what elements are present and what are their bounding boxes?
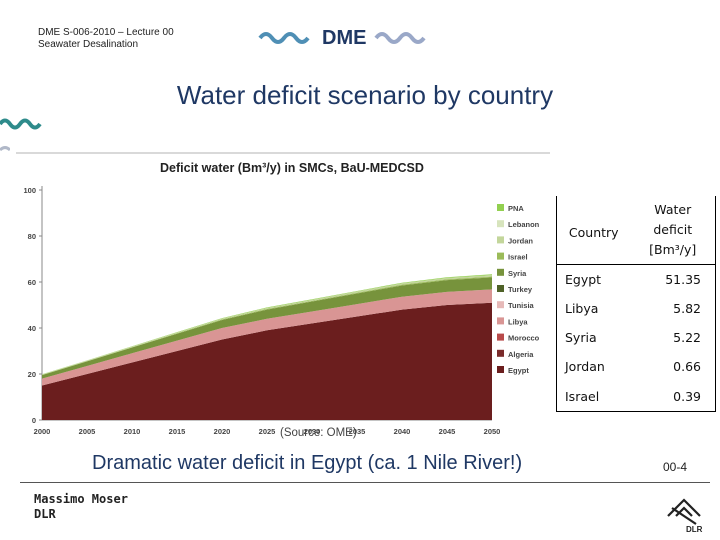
dme-logo: DME (258, 27, 426, 49)
y-tick-label: 40 (28, 324, 36, 333)
author-org: DLR (34, 507, 56, 521)
y-tick-label: 20 (28, 370, 36, 379)
y-tick-label: 100 (23, 186, 36, 195)
area-series-egypt (42, 302, 492, 420)
legend-label: PNA (508, 204, 524, 213)
header-country: Country (556, 196, 631, 265)
country-cell: Egypt (556, 264, 631, 294)
page-number: 00-4 (663, 460, 688, 474)
legend-swatch (497, 252, 504, 260)
country-cell: Israel (556, 381, 631, 412)
legend-swatch (497, 204, 504, 211)
lecture-header: DME S-006-2010 – Lecture 00 Seawater Des… (38, 27, 174, 51)
legend-label: Morocco (508, 334, 540, 343)
y-tick-label: 0 (32, 416, 36, 425)
header-deficit-line1: Water (654, 202, 692, 217)
deficit-cell: 51.35 (630, 264, 717, 294)
slide-subtitle: Dramatic water deficit in Egypt (ca. 1 N… (92, 452, 523, 474)
y-tick-label: 60 (28, 278, 36, 287)
decorative-wave-icon (0, 118, 42, 152)
legend-swatch (497, 220, 504, 228)
legend-swatch (497, 236, 504, 244)
dlr-logo-text: DLR (686, 525, 703, 534)
country-cell: Libya (556, 294, 631, 323)
x-tick-label: 2050 (484, 427, 501, 436)
legend-label: Israel (508, 253, 528, 262)
table-row: Jordan 0.66 (556, 352, 717, 381)
deficit-cell: 0.66 (630, 352, 717, 381)
legend-label: Egypt (508, 366, 529, 375)
deficit-cell: 0.39 (630, 381, 717, 412)
footer-author: Massimo Moser DLR (34, 492, 128, 522)
deficit-cell: 5.82 (630, 294, 717, 323)
legend-label: Tunisia (508, 301, 535, 310)
table-row: Egypt 51.35 (556, 264, 717, 294)
x-tick-label: 2025 (259, 427, 276, 436)
table-row: Syria 5.22 (556, 323, 717, 352)
logo-text: DME (322, 27, 366, 49)
x-tick-label: 2040 (394, 427, 411, 436)
deficit-area-chart: Deficit water (Bm³/y) in SMCs, BaU-MEDCS… (10, 148, 550, 444)
slide-title: Water deficit scenario by country (176, 80, 554, 110)
dlr-logo-icon: DLR (667, 498, 703, 534)
lecture-code: DME S-006-2010 – Lecture 00 (38, 27, 174, 38)
source-note: (Source: OME) (280, 427, 357, 439)
legend-label: Jordan (508, 236, 533, 245)
wave-right-icon (374, 32, 426, 44)
legend-label: Syria (508, 269, 527, 278)
header-deficit-line2: deficit (653, 222, 693, 237)
legend-swatch (497, 285, 504, 292)
lecture-topic: Seawater Desalination (38, 39, 139, 50)
table-row: Libya 5.82 (556, 294, 717, 323)
x-tick-label: 2030 (304, 427, 321, 436)
x-tick-label: 2035 (349, 427, 366, 436)
x-tick-label: 2000 (34, 427, 51, 436)
legend-swatch (497, 301, 504, 309)
wave-left-icon (258, 32, 310, 44)
header-deficit: Water deficit [Bm³/y] (630, 196, 717, 265)
header-deficit-unit: [Bm³/y] (649, 242, 697, 257)
deficit-table: Country Water deficit [Bm³/y] Egypt 51.3… (556, 196, 717, 412)
chart-container: Deficit water (Bm³/y) in SMCs, BaU-MEDCS… (10, 148, 550, 444)
chart-top-border (16, 152, 550, 154)
legend-swatch (497, 366, 504, 373)
x-tick-label: 2045 (439, 427, 456, 436)
x-tick-label: 2020 (214, 427, 231, 436)
chart-title: Deficit water (Bm³/y) in SMCs, BaU-MEDCS… (160, 161, 424, 175)
legend-label: Algeria (508, 350, 534, 359)
legend-swatch (497, 317, 504, 325)
deficit-cell: 5.22 (630, 323, 717, 352)
legend-label: Libya (508, 317, 528, 326)
y-tick-label: 80 (28, 232, 36, 241)
table-row: Israel 0.39 (556, 381, 717, 412)
legend-swatch (497, 333, 504, 341)
area-series-libya (42, 289, 492, 386)
legend-swatch (497, 268, 504, 276)
footer-divider (20, 482, 710, 483)
x-tick-label: 2005 (79, 427, 96, 436)
country-cell: Jordan (556, 352, 631, 381)
author-name: Massimo Moser (34, 492, 128, 506)
country-cell: Syria (556, 323, 631, 352)
legend-label: Lebanon (508, 220, 540, 229)
legend-swatch (497, 349, 504, 357)
table-header-row: Country Water deficit [Bm³/y] (556, 196, 717, 265)
x-tick-label: 2015 (169, 427, 186, 436)
area-series-syria (42, 277, 492, 379)
legend-label: Turkey (508, 285, 533, 294)
x-tick-label: 2010 (124, 427, 141, 436)
